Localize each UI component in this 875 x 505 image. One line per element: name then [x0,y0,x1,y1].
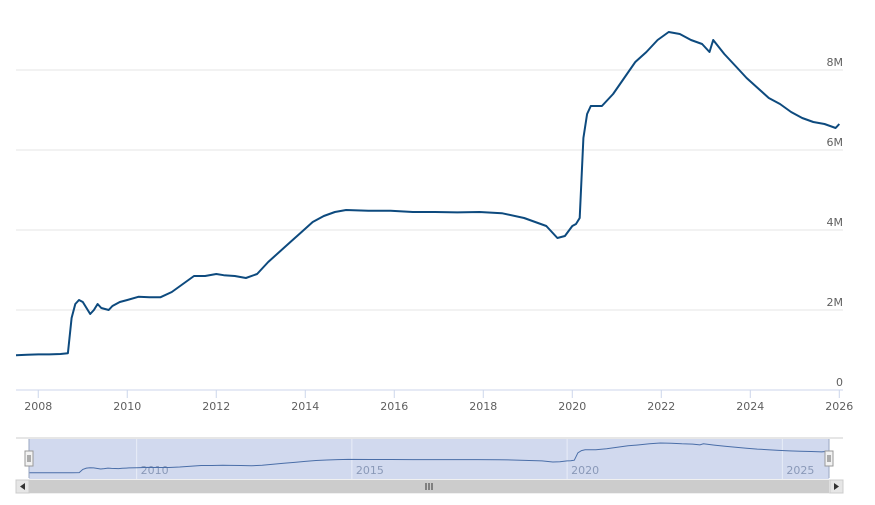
x-tick-label: 2024 [736,400,764,413]
x-tick-label: 2022 [647,400,675,413]
x-tick-label: 2012 [202,400,230,413]
y-tick-label: 4M [827,216,844,229]
y-axis: 0 2M 4M 6M 8M [827,56,844,389]
x-tick-label: 2020 [558,400,586,413]
navigator-tick-label: 2010 [141,464,169,477]
x-tick-label: 2026 [825,400,853,413]
scroll-left-button[interactable] [15,479,30,494]
grip-handle-icon[interactable] [824,450,834,467]
arrow-right-icon [834,483,839,490]
grid-lines [16,69,843,391]
series-line [15,31,841,357]
y-tick-label: 2M [827,296,844,309]
scrollbar[interactable] [15,479,844,494]
scroll-right-button[interactable] [829,479,844,494]
navigator-tick-label: 2025 [786,464,814,477]
x-tick-label: 2014 [291,400,319,413]
grip-lines-icon [425,483,433,490]
navigator-handle-left[interactable] [24,450,34,467]
y-tick-label: 8M [827,56,844,69]
series-layer [15,31,841,357]
x-tick-label: 2018 [469,400,497,413]
y-tick-label: 0 [836,376,843,389]
navigator[interactable]: 2010 2015 2020 2025 [16,437,843,479]
grip-handle-icon[interactable] [24,450,34,467]
navigator-tick-label: 2020 [571,464,599,477]
navigator-selected-range[interactable] [29,439,829,479]
navigator-series-line [29,442,826,474]
x-axis: 2008 2010 2012 2014 2016 2018 2020 2022 2024 2026 [24,390,853,413]
y-tick-label: 6M [827,136,844,149]
navigator-x-axis: 2010 2015 2020 2025 [136,439,814,479]
x-tick-label: 2016 [380,400,408,413]
arrow-left-icon [20,483,25,490]
navigator-handle-right[interactable] [824,450,834,467]
navigator-series-layer [29,442,826,474]
x-tick-label: 2010 [113,400,141,413]
navigator-tick-label: 2015 [356,464,384,477]
x-tick-label: 2008 [24,400,52,413]
